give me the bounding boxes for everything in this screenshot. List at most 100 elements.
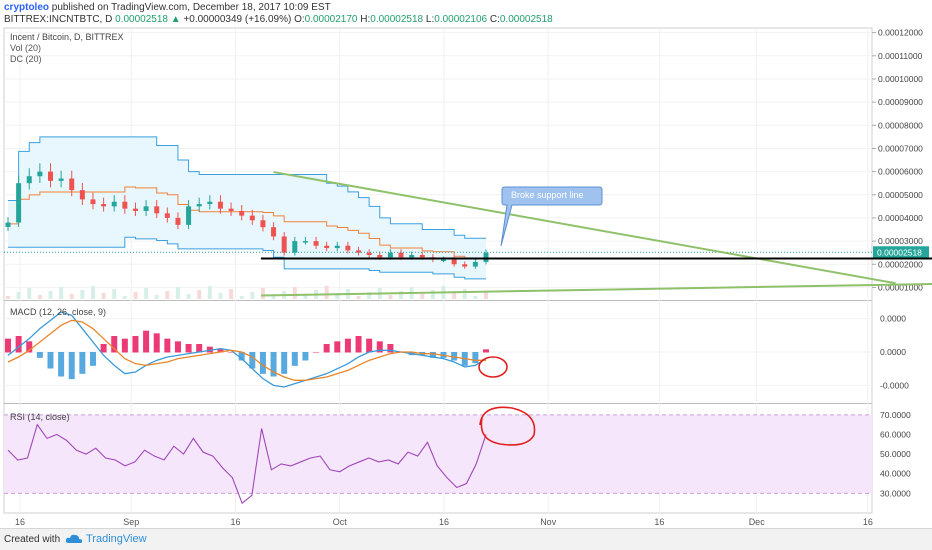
chart-canvas[interactable]: 16Sep16Oct16Nov16Dec16201816Feb16Mar16Ap… [0,0,932,528]
candle-body [451,259,457,265]
macd-histogram-bar [143,330,150,353]
close-label: C: [489,14,500,25]
footer-bar: Created with TradingView [0,528,932,550]
close-value: 0.00002518 [499,14,553,25]
volume-bar [473,296,478,299]
macd-histogram-bar [270,352,277,377]
volume-bar [37,295,42,299]
volume-bar [165,291,170,299]
candle-body [5,222,11,227]
candle-body [196,204,202,207]
candle-body [462,264,468,267]
tradingview-brand[interactable]: TradingView [86,533,147,545]
macd-line [7,311,487,388]
price-axis-label: 0.00012000 [878,28,923,38]
macd-histogram-bar [89,352,96,366]
macd-histogram-bar [58,352,65,377]
callout-bubble [500,186,603,247]
open-label: O: [294,14,305,25]
last-price: 0.00002518 [115,14,168,25]
x-tick-label: Dec [749,517,766,527]
donchian-lower [8,236,486,280]
volume-bar [430,290,435,299]
volume-bar [388,295,393,299]
volume-bar [324,286,329,299]
volume-bar [229,289,234,299]
macd-histogram-bar [281,352,288,374]
open-value: 0.00002170 [304,14,358,25]
candle-body [228,208,234,211]
candle-body [366,252,372,255]
rsi-axis-label: 70.0000 [880,410,911,420]
candle-body [90,199,96,205]
macd-histogram-bar [121,338,128,353]
macd-histogram-bar [249,352,256,369]
volume-bar [367,292,372,299]
price-axis-label: 0.00006000 [878,167,923,177]
price-axis-label: 0.00008000 [878,120,923,130]
volume-bar [292,287,297,299]
candle-body [271,227,277,237]
donchian-basis [8,186,486,260]
macd-histogram-bar [366,338,373,353]
macd-histogram-bar [185,344,192,353]
macd-axis-label: 0.0000 [880,314,906,324]
rsi-band [4,414,872,494]
x-tick-label: Nov [540,517,557,527]
macd-histogram-bar [5,338,11,353]
x-tick-label: Sep [123,517,139,527]
x-tick-label: 16 [863,517,873,527]
macd-axis-label: 0.0000 [880,347,906,357]
volume-bar [144,288,149,299]
volume-bar [101,293,106,299]
volume-bar [452,293,457,299]
candle-body [419,254,425,258]
volume-bar [356,296,361,299]
macd-histogram-bar [206,346,213,353]
macd-histogram-bar [15,336,22,353]
price-axis-label: 0.00011000 [878,51,923,61]
price-axis-label: 0.00005000 [878,190,923,200]
macd-histogram-bar [376,341,383,353]
macd-histogram-bar [132,336,139,353]
candle-body [260,220,266,228]
macd-histogram-bar [111,336,118,353]
candle-body [47,171,53,181]
candle-body [441,259,447,262]
price-chart-title: Incent / Bitcoin, D, BITTREX [10,32,124,42]
high-label: H: [360,14,371,25]
candle-body [26,176,32,184]
volume-bar [239,296,244,299]
candle-body [239,210,245,216]
macd-histogram-bar [472,352,479,364]
price-axis-label: 0.00001000 [878,282,923,292]
macd-title: MACD (12, 26, close, 9) [10,307,106,317]
rsi-highlight-circle [479,406,536,446]
candle-body [313,241,319,246]
rsi-axis-label: 30.0000 [880,488,911,498]
macd-histogram-bar [100,344,107,353]
volume-bar [154,295,159,299]
candle-body [164,213,170,218]
candle-body [16,183,22,223]
volume-bar [303,294,308,299]
volume-bar [122,296,127,299]
macd-axis-label: -0.0000 [880,380,909,390]
candle-body [409,254,415,258]
rsi-axis-label: 40.0000 [880,469,911,479]
candle-body [483,252,489,262]
rsi-title: RSI (14, close) [10,412,70,422]
macd-histogram-bar [483,349,489,353]
candle-body [249,215,255,221]
ascending-trendline [260,282,932,297]
volume-bar [175,287,180,299]
author-link[interactable]: cryptoleo [4,2,50,13]
macd-histogram-bar [36,352,43,358]
candle-body [302,241,308,243]
descending-trendline [273,171,896,285]
candle-body [292,241,298,253]
rsi-axis-label: 60.0000 [880,429,911,439]
candle-body [132,208,138,211]
volume-bar [186,294,191,299]
macd-histogram-bar [323,344,330,353]
